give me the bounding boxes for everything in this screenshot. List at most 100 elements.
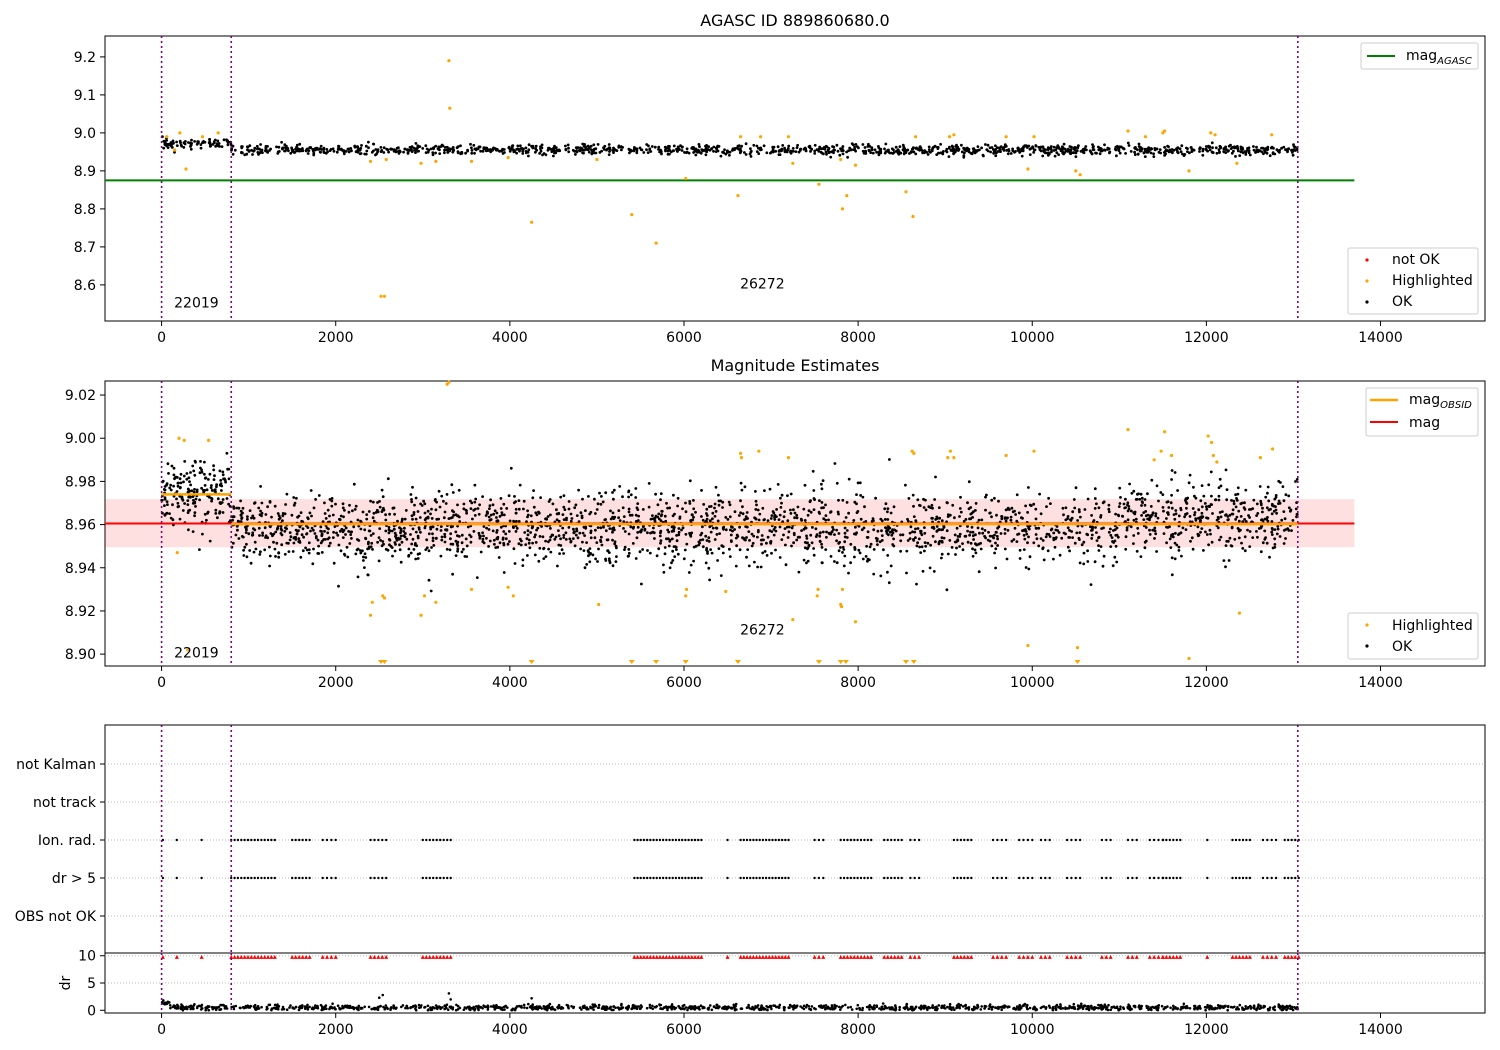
flag-point	[859, 876, 863, 880]
ok-point	[417, 528, 421, 531]
ok-point	[836, 510, 840, 514]
ok-point	[501, 536, 505, 540]
ok-point	[720, 544, 724, 548]
legend-marker-ok	[1365, 300, 1369, 304]
clipped-marker	[734, 660, 741, 664]
flag-point	[963, 838, 966, 842]
ok-point	[414, 496, 418, 500]
ok-point	[287, 550, 291, 553]
ok-point	[719, 154, 723, 158]
ok-point	[416, 510, 420, 513]
ok-point	[349, 533, 353, 536]
ok-point	[596, 526, 600, 529]
ok-point	[1046, 549, 1050, 553]
ok-point	[942, 536, 946, 540]
ok-point	[912, 539, 916, 542]
ok-point	[216, 516, 219, 520]
ok-point	[781, 520, 785, 523]
ok-point	[499, 525, 503, 529]
ok-point	[856, 481, 860, 485]
flag-point	[817, 838, 821, 842]
ok-point	[822, 506, 825, 510]
ok-point	[550, 533, 554, 537]
ok-point	[980, 518, 984, 522]
ok-point	[698, 145, 701, 149]
ok-point	[676, 145, 680, 149]
ok-point	[526, 529, 530, 533]
ok-point	[1108, 150, 1112, 154]
ok-point	[425, 546, 429, 550]
ok-point	[266, 145, 269, 148]
ok-point	[869, 542, 873, 546]
ok-point	[827, 518, 830, 522]
ok-point	[521, 564, 525, 567]
ok-point	[680, 145, 684, 149]
ok-point	[374, 511, 378, 514]
ok-point	[1252, 148, 1256, 152]
ok-point	[1003, 527, 1007, 531]
ok-point	[977, 570, 981, 574]
ok-point	[173, 477, 176, 481]
ok-point	[1002, 149, 1006, 152]
ok-point	[459, 144, 462, 148]
ok-point	[849, 542, 853, 546]
ok-point	[559, 495, 563, 499]
highlighted-point	[1235, 161, 1239, 165]
ok-point	[805, 537, 809, 540]
ok-point	[206, 511, 210, 515]
ok-point	[264, 513, 268, 516]
ok-point	[945, 520, 948, 524]
x-tick-label: 4000	[492, 675, 528, 691]
ok-point	[780, 147, 784, 151]
ok-point	[1115, 560, 1119, 564]
dr-point	[612, 1005, 616, 1008]
flag-point	[1274, 876, 1278, 880]
ok-point	[189, 483, 193, 487]
ok-point	[1161, 493, 1165, 496]
ok-point	[393, 549, 397, 553]
flag-point	[784, 838, 787, 842]
ok-point	[969, 506, 973, 509]
ok-point	[292, 151, 296, 154]
ok-point	[880, 534, 884, 537]
ok-point	[1211, 151, 1215, 155]
ok-point	[1207, 543, 1210, 547]
dr-point	[686, 1008, 689, 1012]
ok-point	[677, 533, 681, 537]
ok-point	[812, 489, 816, 492]
ok-point	[659, 492, 663, 495]
ok-point	[295, 143, 299, 147]
ok-point	[1189, 146, 1193, 149]
ok-point	[1174, 509, 1178, 512]
ok-point	[688, 500, 692, 503]
ok-point	[1248, 545, 1252, 548]
ok-point	[1290, 148, 1293, 152]
ok-point	[1170, 506, 1174, 510]
ok-point	[384, 529, 388, 533]
ok-point	[1071, 510, 1075, 514]
ok-point	[1252, 145, 1255, 148]
ok-point	[326, 531, 330, 535]
ok-point	[179, 486, 182, 489]
ok-point	[451, 147, 455, 151]
ok-point	[754, 490, 757, 493]
ok-point	[652, 526, 655, 530]
ok-point	[1209, 470, 1213, 474]
dr-point	[523, 1006, 526, 1009]
ok-point	[600, 543, 604, 547]
flag-point	[693, 876, 697, 880]
ok-point	[491, 529, 495, 533]
ok-point	[1292, 148, 1296, 152]
ok-point	[1194, 496, 1198, 500]
ok-point	[1075, 149, 1079, 153]
ok-point	[886, 554, 890, 557]
ok-point	[327, 536, 331, 540]
ok-point	[559, 544, 563, 547]
dr-point	[1172, 1004, 1175, 1008]
ok-point	[1054, 148, 1058, 152]
ok-point	[439, 554, 443, 558]
ok-point	[771, 145, 775, 149]
ok-point	[277, 145, 281, 149]
ok-point	[437, 489, 441, 493]
ok-point	[330, 497, 334, 500]
